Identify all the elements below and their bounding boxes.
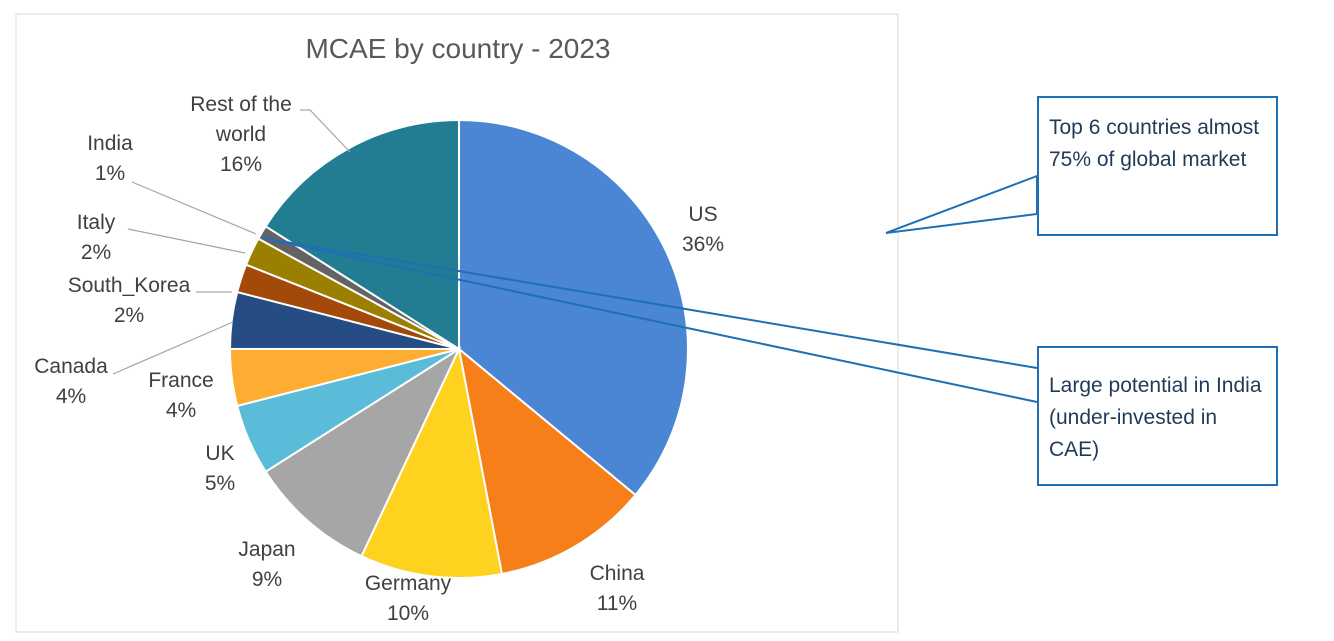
leader-lines [112, 109, 351, 375]
callout-india-potential: Large potential in India (under-invested… [1037, 346, 1278, 486]
callout-top-text: Top 6 countries almost 75% of global mar… [1049, 116, 1260, 171]
pie-slice-china [457, 346, 637, 576]
chart-title: MCAE by country - 2023 [305, 33, 610, 64]
data-label-china: China 11% [590, 562, 645, 615]
pie-slice-germany [360, 345, 504, 579]
pie-slice-japan [264, 346, 462, 558]
data-label-germany: Germany 10% [365, 572, 452, 625]
data-label-canada: Canada 4% [34, 355, 108, 408]
data-labels: US 36% China 11% Germany 10% Japan 9% UK 5% France… [34, 93, 724, 625]
pie [228, 118, 689, 579]
callout-top-pointer [885, 174, 1038, 234]
pie-slice-us [458, 118, 689, 497]
leader-line-rest-of-the-world [300, 109, 351, 153]
pie-slice-rest-of-the-world [264, 118, 460, 351]
data-label-us: US 36% [682, 203, 724, 256]
leader-line-india [131, 181, 257, 235]
data-label-japan: Japan 9% [238, 538, 295, 591]
leader-line-canada [112, 321, 234, 375]
callout-bottom-text: Large potential in India (under-invested… [1049, 374, 1262, 461]
callout-top-countries: Top 6 countries almost 75% of global mar… [1037, 96, 1278, 236]
data-label-france: France 4% [148, 369, 213, 422]
data-label-italy: Italy 2% [77, 211, 116, 264]
data-label-south-korea: South_Korea 2% [68, 274, 191, 327]
leader-line-italy [127, 228, 246, 254]
data-label-india: India 1% [87, 132, 133, 185]
data-label-rest-of-the-world: Rest of the world 16% [190, 93, 292, 176]
callout-bottom-pointer [261, 237, 1038, 403]
data-label-uk: UK 5% [205, 442, 235, 495]
